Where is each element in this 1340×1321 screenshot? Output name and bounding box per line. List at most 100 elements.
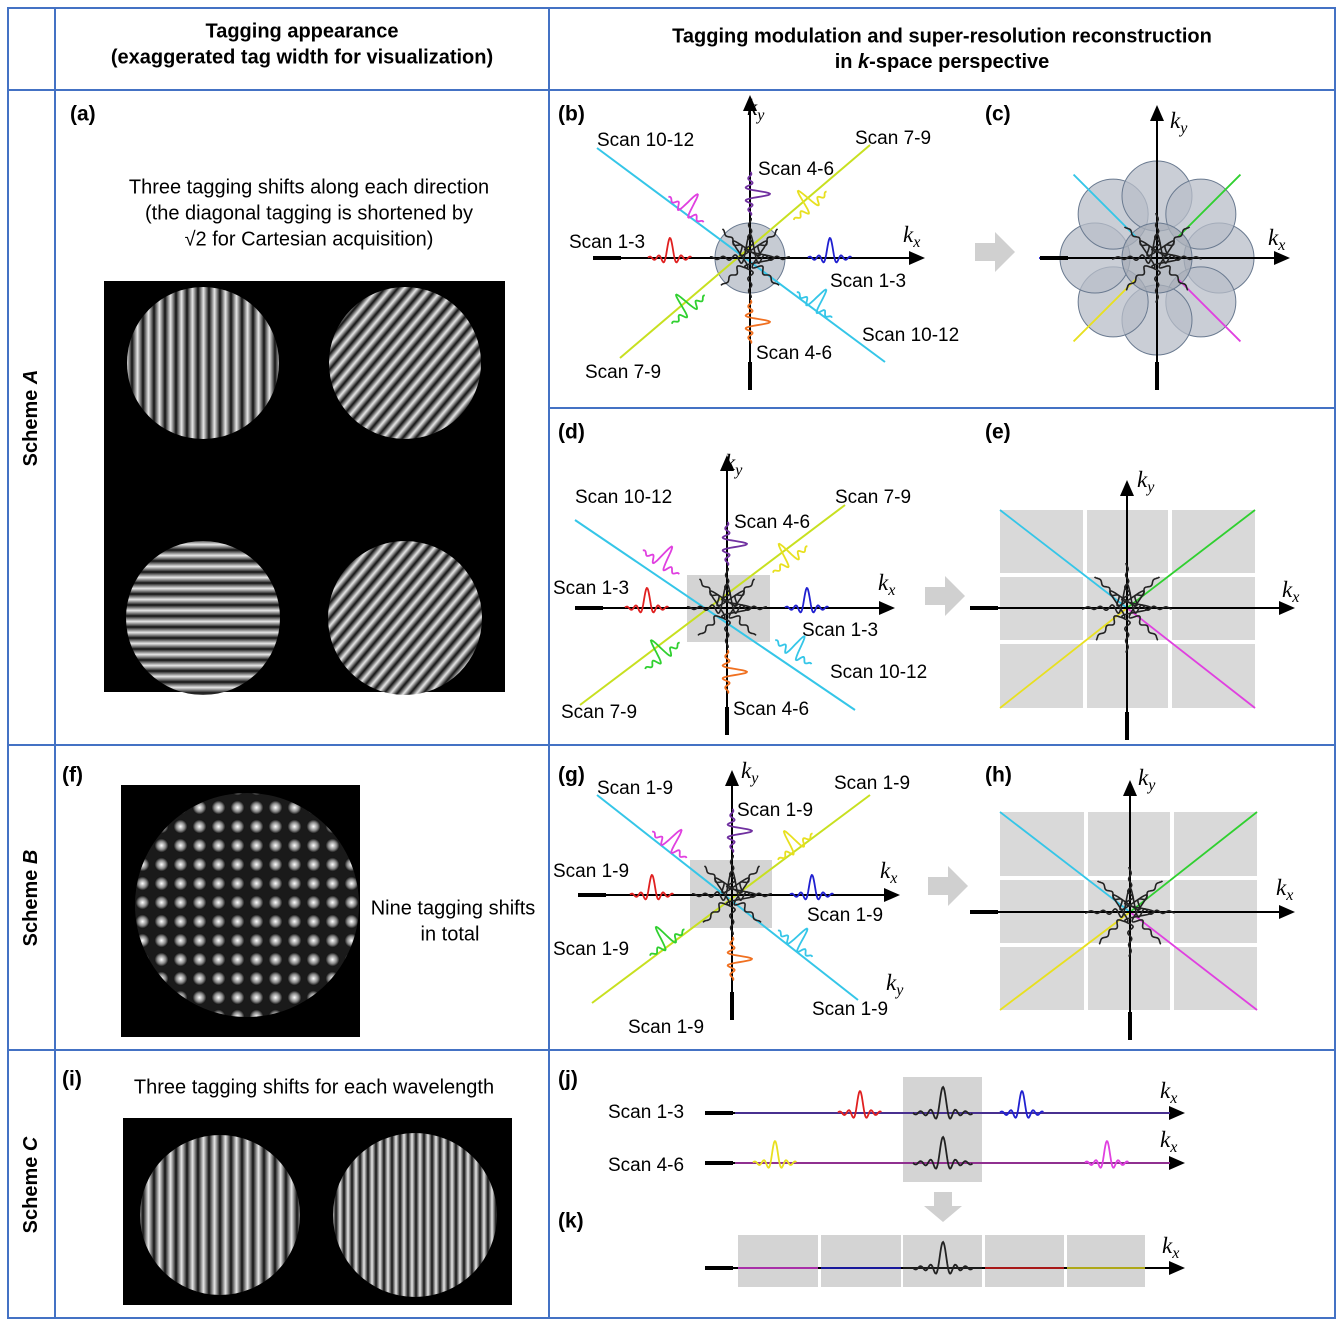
axis-label: kx (1160, 1078, 1177, 1106)
row-label: Scheme B (20, 850, 42, 947)
image-i (123, 1118, 512, 1305)
axis-label: kx (1268, 225, 1285, 253)
scan-label: Scan 1-9 (597, 778, 673, 799)
row-label-part: Scheme (20, 864, 42, 946)
axis-label-part: y (755, 107, 765, 124)
arrow-head (1279, 905, 1295, 919)
sinc-wave (650, 927, 684, 956)
arrow-head (884, 888, 900, 902)
block-arrows (924, 232, 1015, 1222)
scan-label: Scan 10-12 (830, 662, 927, 683)
sinc-wave (773, 544, 807, 573)
row-label-part: Scheme (20, 1151, 42, 1233)
support-region (738, 1235, 818, 1287)
scan-label: Scan 1-3 (802, 620, 878, 641)
scan-label: Scan 1-9 (807, 905, 883, 926)
sinc-wave (645, 640, 679, 669)
axis-label-part: y (1178, 120, 1188, 137)
sinc-wave (778, 929, 812, 957)
axis-label-part: x (887, 582, 895, 599)
panel-label: (a) (70, 103, 96, 126)
header-subtitle-part: -space perspective (869, 51, 1049, 73)
axis-label-part: y (894, 982, 904, 999)
scan-label: Scan 10-12 (575, 487, 672, 508)
axis-label: ky (741, 758, 759, 786)
figure: Tagging appearance (exaggerated tag width… (0, 0, 1340, 1321)
axis-label-part: x (1277, 237, 1285, 254)
panel-label: (c) (985, 103, 1011, 126)
axis-label: ky (1138, 765, 1156, 793)
arrow-head (1169, 1156, 1185, 1170)
scan-label: Scan 1-9 (553, 861, 629, 882)
sinc-wave (668, 194, 703, 222)
scan-label: Scan 1-3 (608, 1102, 684, 1123)
panel-label: (j) (558, 1068, 578, 1091)
description: Nine tagging shifts (371, 897, 536, 919)
header-subtitle: in k-space perspective (835, 51, 1050, 73)
scan-label: Scan 1-9 (737, 800, 813, 821)
axis-label: kx (880, 858, 897, 886)
axis-label-part: y (1145, 479, 1155, 496)
arrow-head (725, 770, 739, 786)
axis-label-part: x (1171, 1245, 1179, 1262)
scan-label: Scan 1-3 (553, 578, 629, 599)
panel-label: (e) (985, 421, 1011, 444)
description: (the diagonal tagging is shortened by (145, 202, 473, 224)
row-label: Scheme A (20, 370, 42, 467)
axis-label: ky (1137, 467, 1155, 495)
description: Three tagging shifts for each wavelength (134, 1076, 494, 1098)
scan-label: Scan 7-9 (561, 702, 637, 723)
scan-label: Scan 7-9 (855, 128, 931, 149)
header-subtitle-part: in (835, 51, 858, 73)
header-title: Tagging modulation and super-resolution … (672, 25, 1212, 47)
panel-label: (f) (62, 764, 83, 787)
scan-label: Scan 4-6 (756, 343, 832, 364)
scan-label: Scan 10-12 (597, 130, 694, 151)
scan-label: Scan 10-12 (862, 325, 959, 346)
panel-label: (d) (558, 421, 585, 444)
arrow-head (1120, 480, 1134, 496)
axis-label: kx (878, 570, 895, 598)
support-region (985, 1235, 1064, 1287)
sinc-wave (652, 830, 686, 858)
arrow-head (1123, 780, 1137, 796)
scan-label: Scan 1-9 (628, 1017, 704, 1038)
axis-label: kx (1160, 1127, 1177, 1155)
axis-label: ky (747, 95, 765, 123)
sinc-wave (797, 290, 832, 318)
arrow-head (909, 251, 925, 265)
axis-label-part: y (1146, 777, 1156, 794)
header-title: Tagging appearance (205, 20, 398, 42)
arrow-head (1169, 1106, 1185, 1120)
k-line (575, 520, 855, 710)
axis-label: kx (903, 222, 920, 250)
arrow-head (879, 601, 895, 615)
axis-label: ky (1170, 108, 1188, 136)
axis-label-part: y (733, 462, 743, 479)
panel-label: (h) (985, 764, 1012, 787)
arrow-head (1150, 105, 1164, 121)
description: in total (421, 923, 480, 945)
axis-label-part: x (1285, 887, 1293, 904)
axis-label: ky (725, 450, 743, 478)
support-region (821, 1235, 901, 1287)
axis-label: kx (1282, 577, 1299, 605)
scan-label: Scan 1-3 (830, 271, 906, 292)
row-label-part: A (20, 370, 42, 385)
scan-label: Scan 7-9 (835, 487, 911, 508)
axis-label-part: x (889, 870, 897, 887)
panel-label: (i) (62, 1068, 82, 1091)
panel-label: (g) (558, 764, 585, 787)
image-f (121, 785, 360, 1037)
axis-label-part: x (1291, 589, 1299, 606)
description: Three tagging shifts along each directio… (129, 176, 489, 198)
scan-label: Scan 4-6 (758, 159, 834, 180)
scan-label: Scan 4-6 (608, 1155, 684, 1176)
row-label-part: C (20, 1136, 42, 1151)
axis-label-part: x (912, 234, 920, 251)
header-subtitle: (exaggerated tag width for visualization… (111, 46, 493, 68)
support-region (903, 1077, 982, 1182)
page: {"header": {"col1": ["Tagging appearance… (0, 0, 1340, 1321)
row-label-part: B (20, 850, 42, 864)
row-label-part: Scheme (20, 384, 42, 466)
